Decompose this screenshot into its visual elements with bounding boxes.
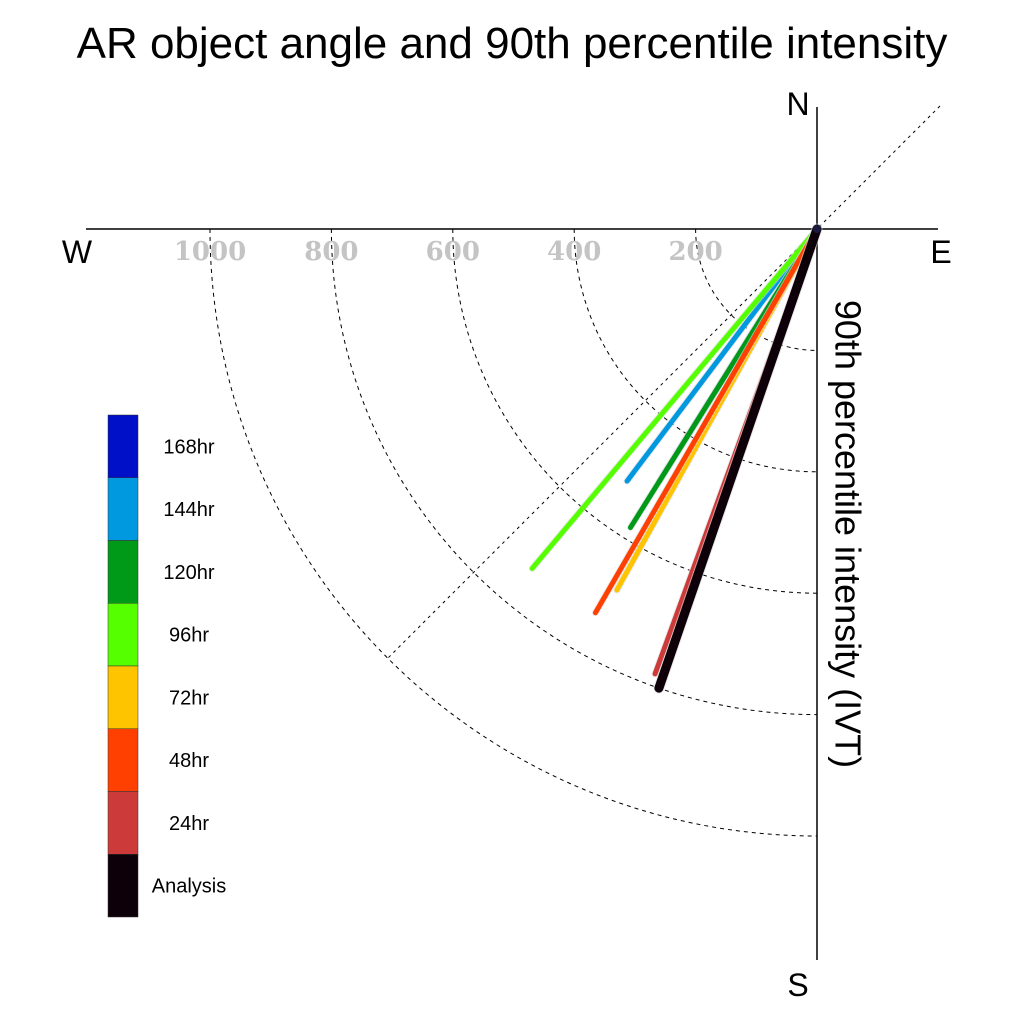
polar-grid	[209, 105, 941, 837]
grid-arc	[209, 228, 818, 837]
legend-swatch-24hr	[107, 791, 139, 855]
legend-label-48hr: 48hr	[169, 750, 209, 772]
origin-marker	[813, 225, 821, 233]
chart-title: AR object angle and 90th percentile inte…	[77, 19, 948, 68]
vector-96hr	[529, 226, 820, 571]
intensity-vectors	[528, 223, 823, 694]
grid-arc	[695, 228, 818, 351]
radial-tick-label: 400	[547, 237, 601, 267]
compass-east: E	[930, 234, 951, 270]
intensity-axis-title: 90th percentile intensity (IVT)	[827, 300, 868, 768]
legend-swatch-120hr	[107, 540, 139, 604]
radial-tick-label: 200	[668, 237, 722, 267]
radial-tick-label: 1000	[174, 237, 246, 267]
legend-swatch-48hr	[107, 728, 139, 792]
legend-swatch-168hr	[107, 414, 139, 478]
radial-tick-label: 800	[304, 237, 358, 267]
compass-north: N	[786, 86, 809, 122]
vector-analysis	[654, 224, 822, 693]
compass-west: W	[62, 234, 93, 270]
compass-south: S	[787, 967, 808, 1003]
legend-label-168hr: 168hr	[163, 436, 214, 458]
legend-label-120hr: 120hr	[163, 562, 214, 584]
legend-label-analysis: Analysis	[152, 876, 226, 898]
legend-swatch-96hr	[107, 603, 139, 667]
grid-diagonal	[386, 105, 941, 660]
legend-swatch-72hr	[107, 665, 139, 729]
legend-swatch-analysis	[107, 854, 139, 918]
legend-label-24hr: 24hr	[169, 813, 209, 835]
legend: 168hr 144hr 120hr 96hr 72hr 48hr 24hr Analysis	[107, 414, 226, 918]
legend-swatch-144hr	[107, 477, 139, 541]
vector-48hr	[592, 226, 820, 616]
radial-tick-labels: 200 400 600 800 1000	[174, 237, 723, 267]
legend-label-72hr: 72hr	[169, 687, 209, 709]
radial-tick-label: 600	[426, 237, 480, 267]
legend-label-96hr: 96hr	[169, 625, 209, 647]
legend-label-144hr: 144hr	[163, 499, 214, 521]
grid-arc	[330, 228, 818, 716]
